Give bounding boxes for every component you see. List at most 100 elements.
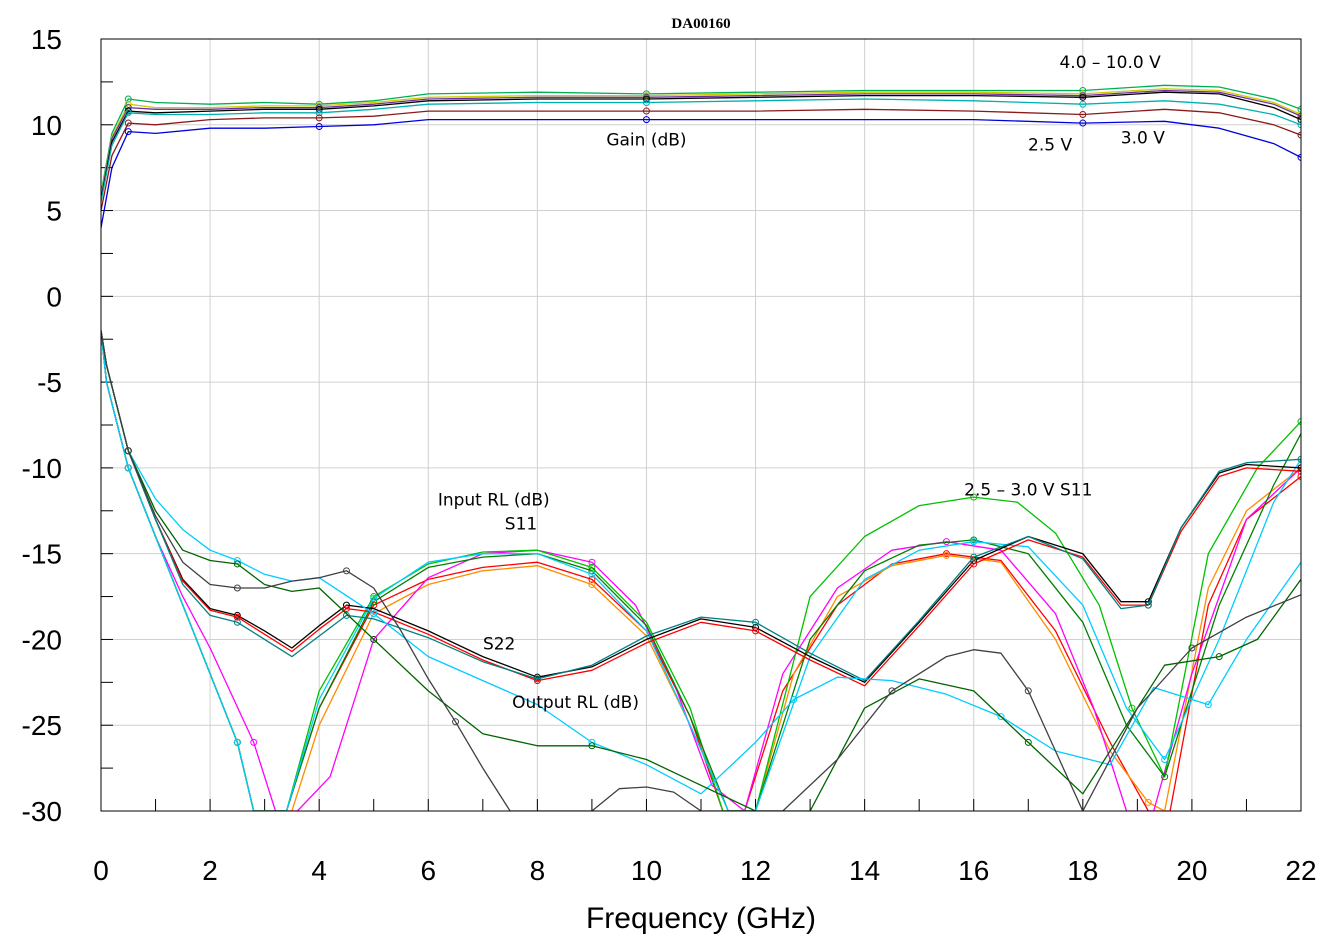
series-marker	[452, 718, 460, 726]
annotations: 4.0 – 10.0 V Gain (dB) 2.5 V 3.0 V Input RL …	[438, 53, 1165, 713]
series-marker	[233, 584, 241, 592]
y-tick-label: -10	[22, 453, 62, 484]
series-marker	[1297, 418, 1301, 426]
y-tick-label: -5	[37, 367, 62, 398]
series-marker	[233, 738, 241, 746]
y-tick-label: 15	[31, 24, 62, 55]
series-marker	[997, 713, 1005, 721]
series-marker	[1188, 644, 1196, 652]
y-tick-label: 10	[31, 110, 62, 141]
x-tick-label: 6	[420, 855, 436, 886]
annotation-label: 2.5 V	[1028, 136, 1072, 156]
series-marker	[588, 558, 596, 566]
series-marker	[124, 464, 132, 472]
series-marker	[1297, 131, 1301, 139]
x-tick-label: 18	[1067, 855, 1098, 886]
series-line-17	[101, 330, 1301, 811]
x-tick-label: 14	[849, 855, 880, 886]
series-marker	[1079, 100, 1087, 108]
series-marker	[342, 567, 350, 575]
series-marker	[588, 581, 596, 589]
annotation-label: Output RL (dB)	[512, 693, 639, 713]
y-tick-label: 5	[46, 196, 62, 227]
annotation-label: 4.0 – 10.0 V	[1059, 53, 1161, 73]
annotation-label: Input RL (dB)	[438, 491, 550, 511]
series-marker	[1144, 601, 1152, 609]
series-marker	[342, 611, 350, 619]
series-marker	[124, 119, 132, 127]
series-line-16	[101, 330, 1301, 795]
series-line-12	[101, 330, 1301, 811]
x-tick-label: 22	[1285, 855, 1316, 886]
series-line-1	[101, 88, 1301, 197]
series-marker	[1024, 687, 1032, 695]
series-marker	[1297, 467, 1301, 475]
series-marker	[124, 109, 132, 117]
series-marker	[1128, 704, 1136, 712]
series-line-13	[101, 330, 1301, 683]
annotation-label: 2.5 – 3.0 V S11	[964, 480, 1092, 500]
series-marker	[533, 675, 541, 683]
series-marker	[1204, 701, 1212, 709]
series-line-3	[101, 91, 1301, 201]
series-marker	[588, 575, 596, 583]
x-tick-label: 20	[1176, 855, 1207, 886]
series-marker	[888, 687, 896, 695]
chart-title: DA00160	[671, 16, 730, 32]
annotation-label: 3.0 V	[1121, 129, 1165, 149]
series-marker	[1161, 773, 1169, 781]
series-marker	[970, 560, 978, 568]
x-tick-label: 8	[530, 855, 546, 886]
series-marker	[124, 95, 132, 103]
series-line-15	[101, 330, 1301, 682]
series-line-5	[101, 108, 1301, 211]
series-marker	[1215, 653, 1223, 661]
series-marker	[1297, 121, 1301, 129]
series-marker	[250, 738, 258, 746]
series-marker	[790, 695, 798, 703]
series-marker	[942, 551, 950, 559]
series-marker	[1079, 110, 1087, 118]
x-tick-label: 2	[202, 855, 218, 886]
series-marker	[642, 98, 650, 106]
series-marker	[315, 109, 323, 117]
series-marker	[233, 613, 241, 621]
series-marker	[970, 538, 978, 546]
plot-frame	[100, 38, 1302, 812]
series-marker	[588, 570, 596, 578]
series-marker	[1024, 738, 1032, 746]
series-line-9	[101, 330, 1301, 811]
series-marker	[124, 128, 132, 136]
y-tick-label: -15	[22, 539, 62, 570]
series-marker	[315, 122, 323, 130]
x-tick-label: 10	[631, 855, 662, 886]
grid	[101, 39, 1301, 811]
series-marker	[752, 618, 760, 626]
series-marker	[370, 594, 378, 602]
series-line-2	[101, 89, 1301, 199]
series-marker	[1297, 105, 1301, 113]
x-axis-ticks: 0 2 4 6 8 10 12 14 16 18 20 22	[93, 855, 1316, 886]
series-marker	[370, 635, 378, 643]
x-tick-label: 4	[311, 855, 327, 886]
minor-ticks	[100, 38, 1302, 812]
series-marker	[1079, 119, 1087, 127]
series-marker	[588, 742, 596, 750]
x-tick-label: 0	[93, 855, 109, 886]
series-marker	[752, 627, 760, 635]
series-marker	[970, 493, 978, 501]
series-marker	[1297, 116, 1301, 124]
x-tick-label: 12	[740, 855, 771, 886]
y-tick-label: -20	[22, 624, 62, 655]
annotation-label: S22	[483, 635, 515, 655]
annotation-label: Gain (dB)	[606, 130, 686, 150]
series-marker	[642, 107, 650, 115]
series-marker	[1297, 112, 1301, 120]
series-marker	[233, 618, 241, 626]
series-marker	[1161, 756, 1169, 764]
series-line-6	[101, 118, 1301, 228]
series-marker	[1297, 464, 1301, 472]
annotation-label: S11	[505, 515, 537, 535]
series-marker	[370, 610, 378, 618]
series-marker	[315, 114, 323, 122]
